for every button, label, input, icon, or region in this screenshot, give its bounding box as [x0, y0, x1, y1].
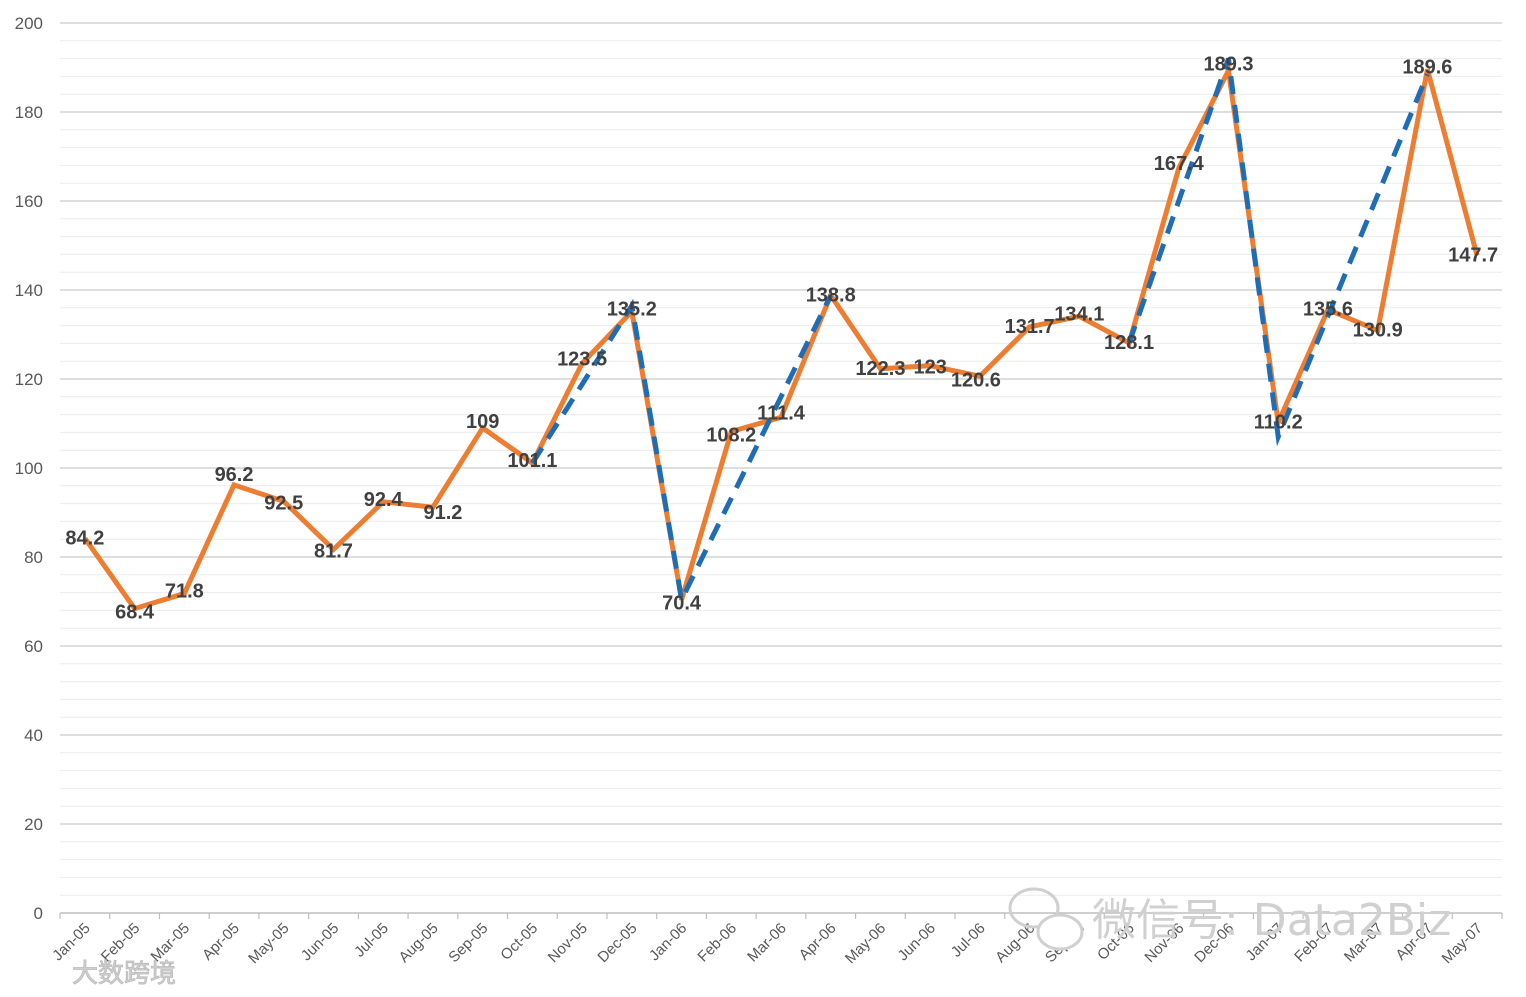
y-tick-label: 200	[15, 14, 43, 33]
series-line	[82, 62, 1480, 612]
x-tick-label: Sep-05	[445, 920, 491, 966]
data-label: 138.8	[806, 284, 856, 306]
data-label: 68.4	[115, 602, 155, 624]
x-tick-label: Feb-06	[694, 920, 740, 966]
trend-dashed-line	[1126, 57, 1430, 447]
watermark-text-right: 微信号: Data2Biz	[1092, 895, 1451, 946]
data-label: 131.7	[1005, 316, 1055, 338]
data-label: 120.6	[951, 369, 1001, 391]
watermark-logo-icon	[11, 957, 37, 983]
x-tick-label: Jul-05	[351, 920, 392, 961]
y-tick-label: 140	[15, 281, 43, 300]
data-label: 91.2	[423, 502, 462, 524]
x-tick-label: Jun-05	[298, 920, 342, 964]
x-tick-label: Jan-06	[646, 920, 690, 964]
data-label: 135.2	[607, 298, 657, 320]
data-label: 81.7	[314, 540, 353, 562]
y-tick-label: 100	[15, 459, 43, 478]
data-label: 122.3	[855, 358, 905, 380]
watermark-text-left: 大数跨境	[72, 959, 176, 989]
x-tick-label: Apr-06	[796, 920, 840, 964]
y-tick-label: 160	[15, 192, 43, 211]
data-label: 111.4	[757, 402, 806, 424]
data-label: 84.2	[65, 527, 104, 549]
y-tick-label: 120	[15, 370, 43, 389]
x-tick-label: Dec-05	[594, 920, 640, 966]
x-tick-label: May-05	[245, 920, 292, 967]
data-label: 108.2	[706, 425, 756, 447]
x-tick-label: Apr-05	[199, 920, 243, 964]
data-label: 101.1	[507, 450, 557, 472]
x-tick-label: Nov-05	[545, 920, 591, 966]
data-label: 71.8	[165, 580, 204, 602]
data-label: 110.2	[1254, 412, 1303, 434]
grid-lines	[60, 22, 1502, 896]
watermark-bottom-right: 微信号: Data2Biz	[1008, 887, 1451, 951]
x-tick-label: May-06	[842, 920, 889, 967]
y-tick-label: 0	[34, 904, 43, 923]
x-tick-label: Oct-05	[497, 920, 541, 964]
x-tick-label: Aug-05	[396, 920, 442, 966]
x-tick-label: Jul-06	[948, 920, 989, 961]
data-label: 147.7	[1448, 245, 1498, 267]
data-label: 70.4	[662, 593, 702, 615]
watermark-bottom-left: 大数跨境	[11, 957, 176, 989]
x-tick-label: Jan-05	[49, 920, 93, 964]
trend-dashed-line	[530, 294, 833, 608]
data-label: 189.6	[1402, 56, 1452, 78]
data-label: 167.4	[1154, 153, 1205, 175]
y-tick-label: 20	[24, 815, 43, 834]
x-tick-label: Jun-06	[895, 920, 939, 964]
data-labels: 84.2 68.4 71.8 96.2 92.5 81.7 92.4 91.2 109 101.1…	[65, 54, 1498, 624]
x-tick-label: Mar-06	[744, 920, 790, 966]
data-label: 123	[913, 357, 946, 379]
data-label: 123.5	[557, 348, 607, 370]
data-label: 135.6	[1303, 299, 1353, 321]
data-label: 92.5	[264, 492, 303, 514]
data-label: 128.1	[1104, 332, 1154, 354]
data-label: 92.4	[364, 489, 404, 511]
y-tick-label: 80	[24, 548, 43, 567]
y-tick-label: 180	[15, 103, 43, 122]
data-label: 134.1	[1054, 303, 1104, 325]
data-label: 130.9	[1353, 319, 1403, 341]
y-axis: 0 20 40 60 80 100 120 140 160 180 200	[15, 14, 43, 923]
series-group	[82, 57, 1480, 612]
data-label: 96.2	[215, 464, 254, 486]
data-label: 109	[466, 411, 499, 433]
wechat-icon	[1008, 887, 1084, 951]
data-label: 189.3	[1203, 54, 1253, 76]
y-tick-label: 60	[24, 637, 43, 656]
y-tick-label: 40	[24, 726, 43, 745]
